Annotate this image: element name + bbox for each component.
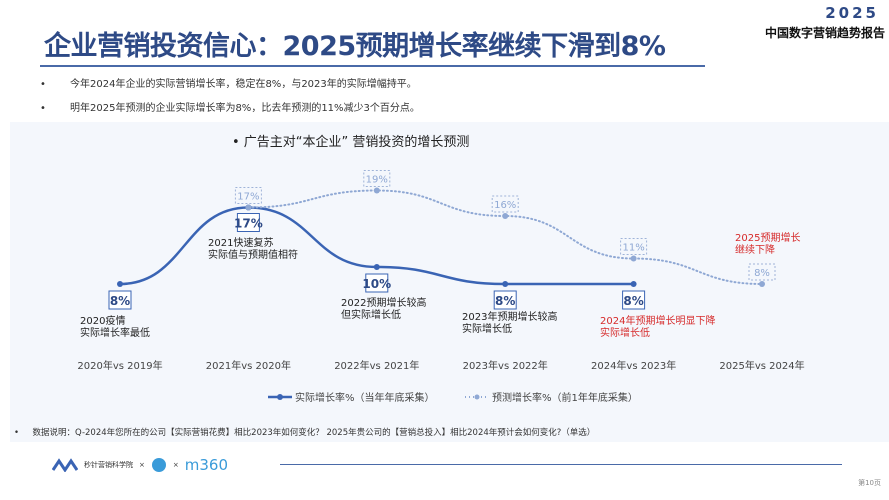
line-chart: • 广告主对“本企业” 营销投资的增长预测 8% 17% 10% 8% 8% 17% 19% 1…: [77, 134, 804, 404]
annotation: 但实际增长低: [341, 308, 401, 321]
data-label: 17%: [237, 192, 259, 203]
x-tick-label: 2022年vs 2021年: [334, 359, 419, 372]
brand-name: 中国数字营销趋势报告: [764, 26, 885, 40]
annotation: 2020疫情: [80, 314, 125, 327]
data-label-box: [748, 263, 776, 281]
data-point: [373, 187, 380, 194]
data-label-box: [620, 238, 648, 255]
annotation: 2024年预期增长明显下降: [600, 314, 715, 327]
data-label-box: [236, 213, 260, 232]
annotation: 实际增长低: [600, 326, 650, 339]
annotation: 2021快速复苏: [208, 236, 273, 249]
data-label: 8%: [754, 268, 770, 279]
legend-swatch: [474, 394, 480, 400]
chart-title: • 广告主对“本企业” 营销投资的增长预测: [232, 134, 469, 150]
x-tick-label: 2025年vs 2024年: [719, 359, 804, 372]
annotation: 2023年预期增长较高: [462, 310, 557, 323]
bullet-item: • 今年2024年企业的实际营销增长率，稳定在8%，与2023年的实际增幅持平。: [40, 79, 417, 90]
x-tick-label: 2021年vs 2020年: [206, 359, 291, 372]
data-label-box: [622, 290, 646, 310]
annotation: 继续下降: [735, 243, 775, 256]
data-label: 17%: [234, 217, 263, 231]
data-label-box: [108, 290, 132, 310]
title-divider: [40, 65, 705, 67]
brand-year: 2025: [825, 4, 879, 22]
legend-swatch: [277, 394, 283, 400]
data-label: 11%: [622, 243, 644, 254]
data-label: 16%: [494, 200, 516, 211]
m360-logo: m360: [184, 456, 228, 474]
annotation: 2025预期增长: [735, 231, 800, 244]
page-title: 企业营销投资信心：2025预期增长率继续下滑到8%: [44, 31, 666, 62]
data-label: 8%: [623, 294, 643, 308]
data-point: [630, 281, 637, 287]
chart-panel: [10, 122, 889, 442]
annotation: 实际增长低: [462, 322, 512, 335]
series-line-0: [118, 206, 635, 286]
miaozhen-logo-icon: [52, 458, 78, 472]
summary-bullets: • 今年2024年企业的实际营销增长率，稳定在8%，与2023年的实际增幅持平。 …: [40, 76, 420, 124]
footer-divider: [280, 464, 842, 465]
series-line-1: [247, 189, 763, 285]
data-label-box: [493, 290, 517, 310]
data-note: • 数据说明：Q-2024年您所在的公司【实际营销花费】相比2023年如何变化？…: [14, 428, 596, 438]
data-label-box: [491, 195, 519, 213]
annotation: 实际增长率最低: [80, 326, 150, 339]
data-label-box: [234, 187, 262, 204]
data-point: [502, 281, 509, 287]
data-point: [502, 213, 509, 219]
data-point: [759, 281, 765, 287]
x-tick-label: 2020年vs 2019年: [77, 359, 162, 372]
data-label: 8%: [495, 294, 515, 308]
bullet-item: • 明年2025年预测的企业实际增长率为8%，比去年预测的11%减少3个百分点。: [40, 103, 420, 114]
data-point: [245, 204, 252, 211]
annotation: 2022预期增长较高: [341, 296, 426, 309]
data-label: 10%: [362, 277, 391, 291]
data-label-box: [365, 273, 389, 293]
legend-label: 预测增长率%（前1年年底采集）: [492, 391, 638, 404]
annotation: 实际值与预期值相符: [208, 248, 298, 261]
x-tick-label: 2024年vs 2023年: [591, 359, 676, 372]
partner-logo-icon: [151, 458, 166, 472]
footer-logos: 秒针营销科学院 × × m360: [52, 456, 228, 474]
data-point: [117, 281, 123, 287]
data-label: 19%: [366, 175, 388, 186]
data-label: 8%: [110, 294, 130, 308]
legend-label: 实际增长率%（当年年底采集）: [295, 391, 435, 404]
data-point: [373, 264, 380, 270]
page-number: 第10页: [858, 479, 881, 487]
x-tick-label: 2023年vs 2022年: [463, 359, 548, 372]
data-point: [630, 255, 637, 262]
data-label-box: [363, 170, 391, 187]
